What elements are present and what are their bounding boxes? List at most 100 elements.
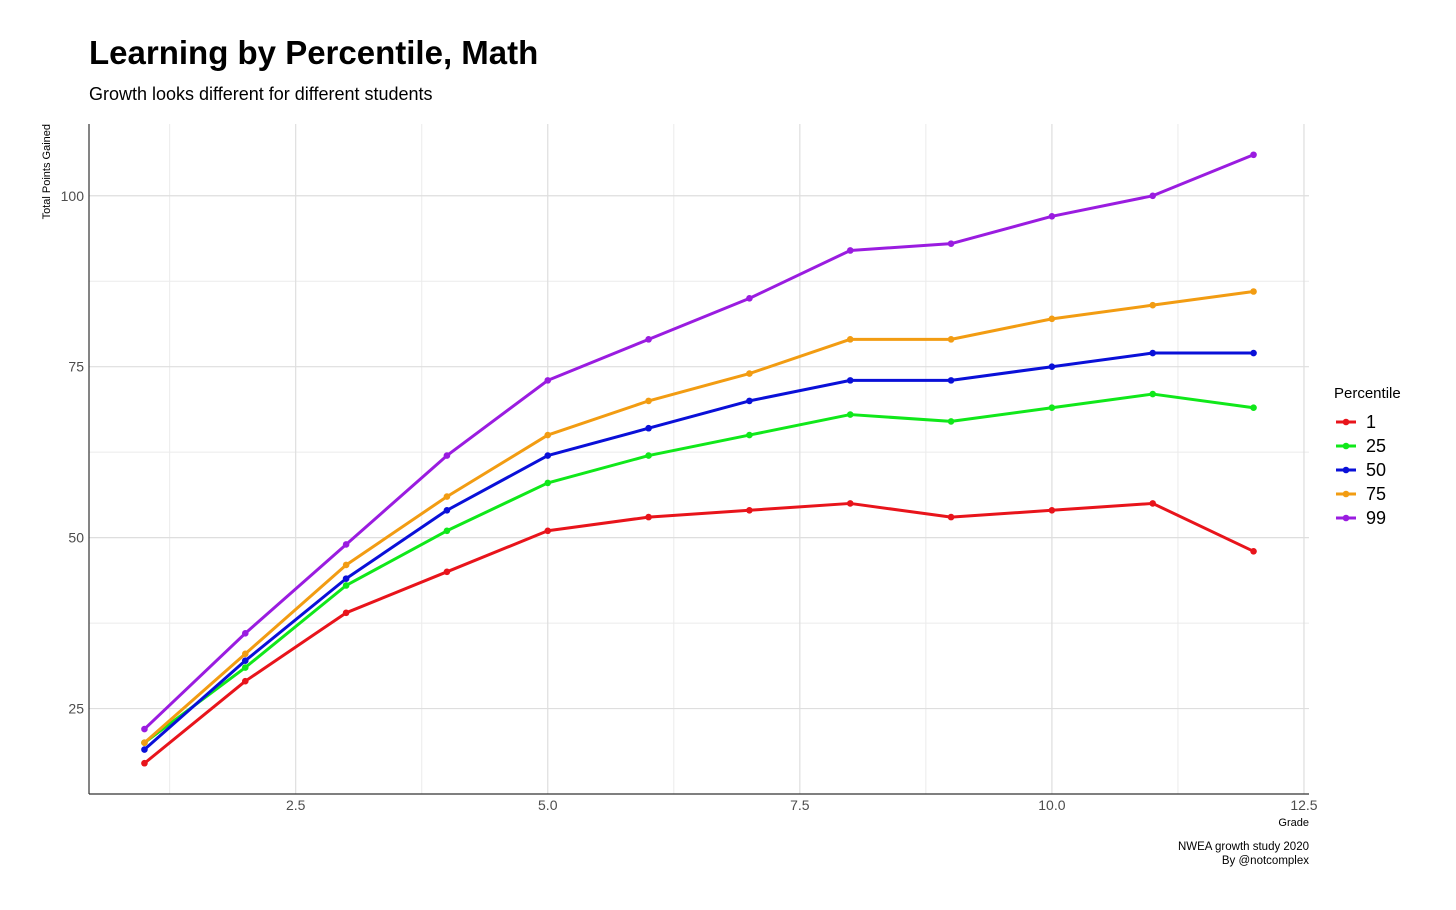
data-point-25 [947, 418, 955, 425]
data-point-50 [141, 746, 148, 753]
legend-item-25: 25 [1334, 434, 1401, 458]
legend-item-1: 1 [1334, 410, 1401, 434]
axis-layer [88, 124, 1309, 795]
data-point-1 [947, 513, 955, 521]
legend-items: 1 25 50 75 99 [1334, 410, 1401, 530]
data-point-1 [846, 500, 854, 507]
series-line-99 [142, 153, 1256, 731]
data-point-50 [443, 506, 451, 514]
x-axis-title: Grade [1278, 817, 1309, 829]
data-point-25 [1149, 390, 1157, 398]
data-point-99 [1048, 212, 1056, 220]
legend-title: Percentile [1334, 385, 1401, 402]
data-point-99 [746, 295, 753, 302]
data-point-99 [241, 630, 249, 637]
data-point-99 [947, 240, 955, 247]
data-point-25 [746, 431, 753, 439]
data-point-75 [443, 493, 451, 500]
data-point-75 [1250, 288, 1257, 295]
data-point-25 [342, 582, 350, 589]
legend-key-point [1342, 514, 1350, 522]
data-point-25 [1048, 404, 1056, 412]
legend-label: 99 [1366, 507, 1387, 528]
y-tick-label: 100 [61, 188, 85, 204]
data-point-50 [947, 377, 955, 384]
legend-label: 1 [1366, 411, 1377, 432]
chart-subtitle: Growth looks different for different stu… [89, 84, 433, 104]
series-line-25 [142, 392, 1256, 745]
x-tick-label: 5.0 [538, 797, 558, 813]
data-point-25 [1250, 404, 1257, 412]
data-point-75 [342, 561, 350, 569]
legend-item-50: 50 [1334, 458, 1401, 482]
legend-key-point [1342, 490, 1350, 498]
data-point-99 [1250, 151, 1257, 159]
legend-key-75 [1336, 490, 1356, 498]
data-point-1 [141, 759, 148, 767]
data-point-75 [645, 397, 652, 405]
series-line-75 [142, 290, 1256, 745]
x-tick-label: 2.5 [286, 797, 306, 813]
grid-layer [89, 124, 1309, 794]
y-tick-label: 50 [68, 530, 84, 546]
chart-title: Learning by Percentile, Math [89, 34, 539, 71]
data-point-99 [141, 725, 148, 733]
data-point-50 [1149, 349, 1157, 357]
data-point-50 [645, 424, 652, 432]
caption-author: By @notcomplex [1221, 855, 1309, 867]
data-point-75 [746, 370, 753, 377]
legend-item-99: 99 [1334, 506, 1401, 530]
data-point-50 [544, 452, 552, 459]
data-point-25 [544, 479, 552, 487]
data-point-1 [1250, 547, 1257, 555]
legend-label: 50 [1366, 459, 1387, 480]
legend-key-99 [1336, 514, 1356, 522]
series-line-1 [142, 501, 1256, 765]
caption-source: NWEA growth study 2020 [1177, 841, 1309, 853]
legend-item-75: 75 [1334, 482, 1401, 506]
legend-key-1 [1336, 418, 1356, 426]
data-point-50 [1250, 349, 1257, 357]
legend-key-50 [1336, 466, 1356, 474]
data-point-1 [645, 513, 652, 521]
x-tick-label: 12.5 [1290, 797, 1317, 813]
data-point-50 [342, 575, 350, 582]
y-tick-label: 75 [68, 359, 84, 375]
data-point-50 [1048, 363, 1056, 371]
data-point-75 [141, 739, 148, 747]
legend-key-point [1342, 466, 1350, 474]
y-axis-title: Total Points Gained [41, 124, 53, 219]
series-layer [141, 151, 1257, 767]
data-point-25 [241, 664, 249, 671]
data-point-75 [1149, 301, 1157, 309]
data-point-99 [342, 541, 350, 548]
data-point-99 [645, 336, 652, 343]
y-tick-label: 25 [68, 701, 84, 717]
data-point-1 [1149, 500, 1157, 507]
data-point-25 [846, 411, 854, 418]
legend-key-point [1342, 418, 1350, 426]
legend: Percentile 1 25 50 75 99 [1334, 385, 1401, 530]
data-point-75 [1048, 315, 1056, 323]
data-point-50 [846, 377, 854, 384]
data-point-99 [443, 452, 451, 459]
data-point-75 [947, 336, 955, 343]
series-line-50 [142, 351, 1256, 752]
legend-key-25 [1336, 442, 1356, 450]
data-point-99 [1149, 192, 1157, 200]
data-point-50 [746, 397, 753, 405]
data-point-25 [645, 452, 652, 459]
data-point-1 [1048, 506, 1056, 514]
legend-label: 75 [1366, 483, 1387, 504]
data-point-1 [443, 568, 451, 576]
label-layer: 2.5 5.0 7.5 10.0 12.5 25 50 75 100 Grade Total Poi… [41, 124, 1318, 829]
caption: NWEA growth study 2020 By @notcomplex [1178, 840, 1309, 868]
legend-key-point [1342, 442, 1350, 450]
data-point-1 [544, 527, 552, 535]
data-point-50 [241, 657, 249, 664]
data-point-25 [443, 527, 451, 535]
data-point-75 [544, 431, 552, 439]
data-point-1 [241, 677, 249, 685]
data-point-99 [544, 377, 552, 384]
x-tick-label: 10.0 [1038, 797, 1065, 813]
